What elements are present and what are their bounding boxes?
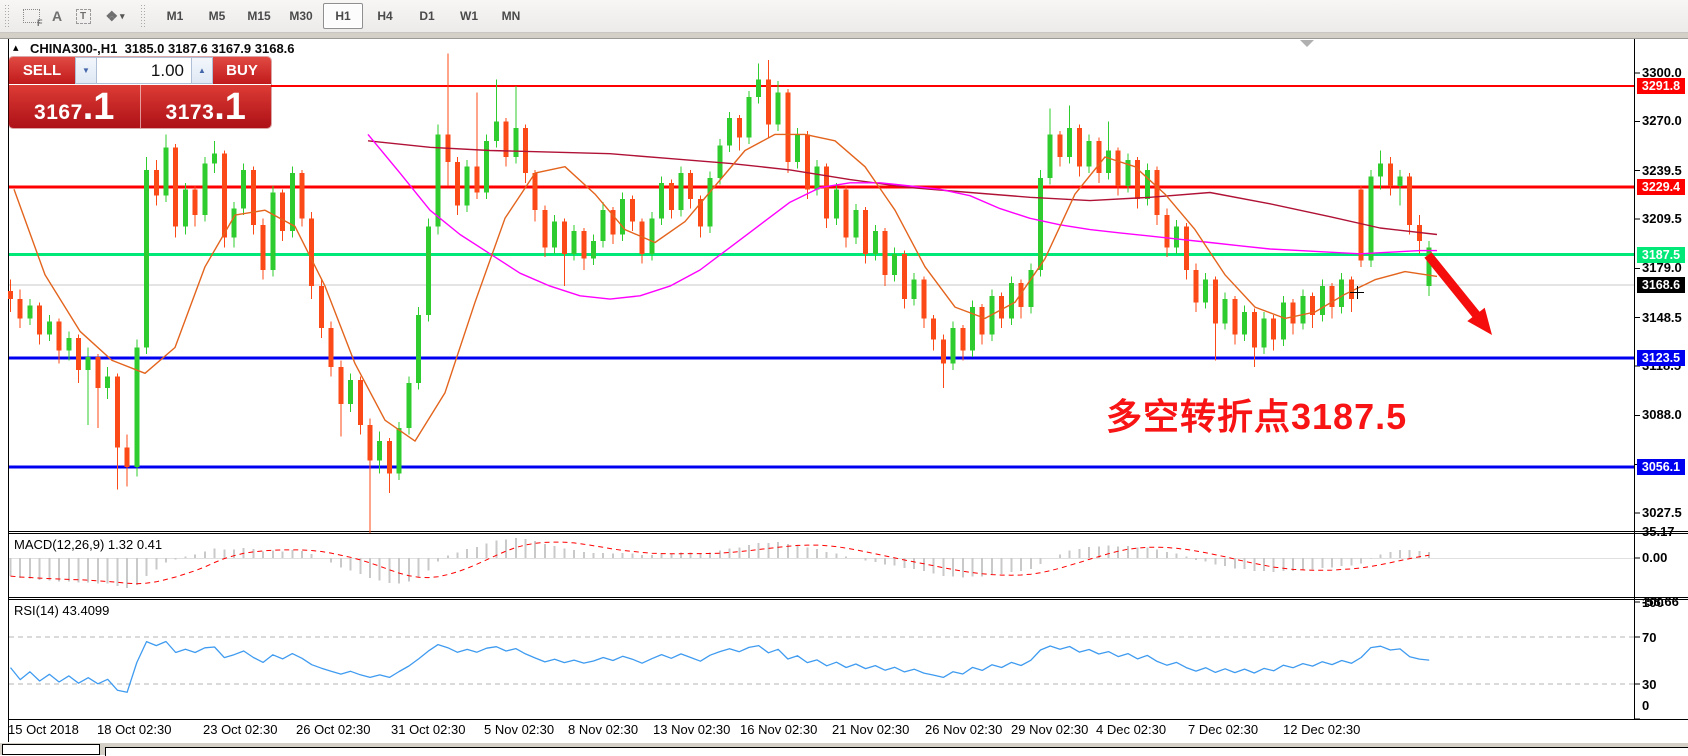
price-tick-label: 3300.0	[1642, 65, 1682, 80]
price-badge-3168.6: 3168.6	[1637, 277, 1685, 294]
chart-shift-marker[interactable]	[1300, 40, 1314, 47]
chart-collapse-icon[interactable]: ▴	[13, 42, 19, 54]
moving-averages	[13, 133, 1438, 442]
toolbar: F A T ❖ ▾ M1 M5 M15 M30 H1 H4 D1 W1 MN	[0, 0, 1688, 33]
rsi-levels	[9, 636, 1634, 685]
timeframe-button-d1[interactable]: D1	[419, 9, 435, 23]
price-badge-3056.1: 3056.1	[1637, 458, 1685, 475]
one-click-trading-panel: SELL ▼ 1.00 ▲ BUY 3167.1 3173.1	[9, 57, 271, 128]
price-badge-3187.5: 3187.5	[1637, 246, 1685, 263]
rsi-label: RSI(14) 43.4099	[14, 603, 110, 618]
frame-glyph: F	[22, 9, 43, 28]
date-label: 8 Nov 02:30	[568, 722, 639, 737]
rsi-tick-label: 30	[1642, 676, 1657, 692]
date-label: 26 Oct 02:30	[296, 722, 371, 737]
annotation-text[interactable]: 多空转折点3187.5	[1106, 396, 1408, 437]
next-window-tab[interactable]	[2, 744, 100, 755]
sell-button[interactable]: SELL	[9, 57, 75, 84]
price-tick-label: 3027.5	[1642, 504, 1682, 520]
arrow-objects-button[interactable]: ❖ ▾	[96, 4, 134, 28]
rsi-tick-label: 70	[1642, 630, 1657, 646]
date-label: 5 Nov 02:30	[484, 722, 555, 737]
timeframe-button-m1[interactable]: M1	[166, 9, 184, 23]
down-arrow-object[interactable]	[1424, 252, 1492, 335]
timeframe-button-h1[interactable]: H1	[323, 3, 363, 29]
text-box-icon[interactable]: T	[70, 4, 96, 28]
volume-decrease-button[interactable]: ▼	[75, 57, 97, 84]
bottom-window-edge	[0, 743, 1688, 756]
timeframe-button-m30[interactable]: M30	[289, 9, 313, 23]
timeframe-button-mn[interactable]: MN	[501, 9, 521, 23]
indicator-frame-icon[interactable]: F	[18, 4, 44, 28]
timeframe-button-w1[interactable]: W1	[460, 9, 478, 23]
chart-title: CHINA300-,H1 3185.0 3187.6 3167.9 3168.6	[30, 41, 295, 56]
date-label: 13 Nov 02:30	[653, 722, 731, 737]
macd-label: MACD(12,26,9) 1.32 0.41	[14, 537, 163, 552]
date-label: 29 Nov 02:30	[1011, 722, 1089, 737]
rsi-tick-label: 0	[1642, 698, 1650, 713]
volume-input[interactable]: 1.00	[97, 57, 191, 84]
caret-down-icon: ▼	[82, 66, 90, 75]
horizontal-level-lines	[9, 85, 1634, 469]
timeframe-buttons: M1 M5 M15 M30 H1 H4 D1 W1 MN	[154, 3, 532, 29]
price-badge-3123.5: 3123.5	[1637, 349, 1685, 366]
date-label: 23 Oct 02:30	[203, 722, 278, 737]
toolbar-drag-handle[interactable]	[4, 5, 10, 27]
date-label: 26 Nov 02:30	[925, 722, 1003, 737]
next-window-top	[105, 747, 1688, 756]
timeframe-button-m5[interactable]: M5	[208, 9, 226, 23]
macd-tick-label: 0.00	[1642, 550, 1668, 565]
rsi-tick-label: 100	[1642, 595, 1664, 611]
date-label: 18 Oct 02:30	[97, 722, 172, 737]
rsi-line	[9, 640, 1430, 693]
timeframe-button-h4[interactable]: H4	[377, 9, 393, 23]
price-tick-label: 3239.5	[1642, 162, 1682, 178]
buy-price[interactable]: 3173.1	[140, 85, 271, 128]
price-tick-label: 3179.0	[1642, 260, 1682, 276]
date-label: 21 Nov 02:30	[832, 722, 910, 737]
chevron-down-icon: ▾	[120, 10, 125, 21]
date-label: 15 Oct 2018	[8, 722, 79, 737]
price-badge-3229.4: 3229.4	[1637, 178, 1685, 195]
arrow-objects-icon: ❖	[105, 7, 119, 24]
date-label: 12 Dec 02:30	[1283, 722, 1361, 737]
price-tick-label: 3209.5	[1642, 211, 1682, 227]
macd-tick-label: -58.66	[1642, 593, 1679, 609]
date-label: 16 Nov 02:30	[740, 722, 818, 737]
candlestick-series	[8, 53, 1432, 534]
macd-tick-label: 35.17	[1642, 523, 1675, 539]
macd-histogram	[9, 538, 1634, 588]
object-anchor-cross-icon	[1350, 286, 1364, 299]
tbox-glyph: T	[75, 8, 91, 24]
window-top-strip	[0, 33, 1688, 39]
price-tick-label: 3088.0	[1642, 407, 1682, 423]
text-label-icon[interactable]: A	[51, 8, 63, 24]
timeframe-toolbar-handle[interactable]	[140, 5, 146, 27]
date-label: 4 Dec 02:30	[1096, 722, 1167, 737]
price-tick-label: 3148.5	[1642, 309, 1682, 325]
price-badge-3291.8: 3291.8	[1637, 78, 1685, 95]
buy-button[interactable]: BUY	[213, 57, 271, 84]
date-label: 7 Dec 02:30	[1188, 722, 1259, 737]
volume-increase-button[interactable]: ▲	[191, 57, 213, 84]
date-label: 31 Oct 02:30	[391, 722, 466, 737]
sell-price[interactable]: 3167.1	[9, 85, 141, 128]
price-tick-label: 3270.0	[1642, 113, 1682, 129]
panel-borders	[0, 37, 1688, 742]
timeframe-button-m15[interactable]: M15	[247, 9, 271, 23]
caret-up-icon: ▲	[198, 66, 206, 75]
